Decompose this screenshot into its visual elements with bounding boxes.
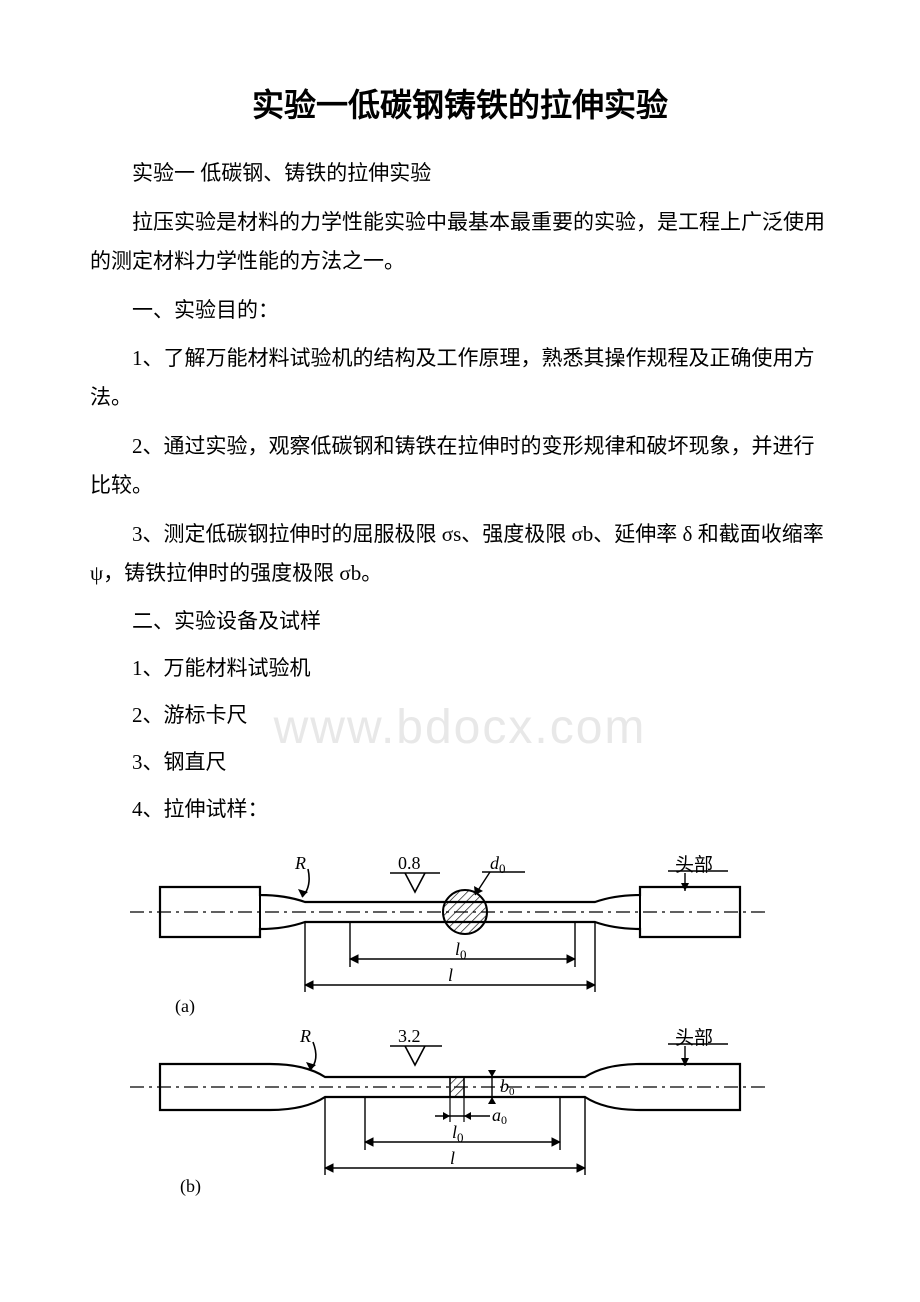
section-1-item-1: 1、了解万能材料试验机的结构及工作原理，熟悉其操作规程及正确使用方法。 [90,339,830,417]
label-l-a: l [448,965,453,985]
section-2-item-1: 1、万能材料试验机 [90,649,830,688]
section-1-item-3: 3、测定低碳钢拉伸时的屈服极限 σs、强度极限 σb、延伸率 δ 和截面收缩率 … [90,515,830,593]
label-surface-a: 0.8 [398,853,421,873]
label-head-a: 头部 [675,854,713,876]
tag-b: (b) [180,1176,201,1197]
label-R-b: R [299,1026,311,1046]
subtitle-line: 实验一 低碳钢、铸铁的拉伸实验 [90,154,830,193]
label-l0-b: l0 [452,1122,464,1145]
label-head-b: 头部 [675,1027,713,1049]
section-2-item-4: 4、拉伸试样： [90,790,830,829]
label-surface-b: 3.2 [398,1026,421,1046]
label-R-a: R [294,853,306,873]
intro-paragraph: 拉压实验是材料的力学性能实验中最基本最重要的实验，是工程上广泛使用的测定材料力学… [90,203,830,281]
tag-a: (a) [175,996,195,1017]
section-1-heading: 一、实验目的： [90,291,830,330]
section-2-item-3: 3、钢直尺 [90,743,830,782]
label-b0: b0 [500,1076,515,1098]
section-1-item-2: 2、通过实验，观察低碳钢和铸铁在拉伸时的变形规律和破坏现象，并进行比较。 [90,427,830,505]
section-2-item-2: 2、游标卡尺 [90,696,830,735]
label-l0-a: l0 [455,939,467,962]
diagram-a: R 0.8 d0 头部 l0 [130,847,770,1022]
label-a0: a0 [492,1105,507,1127]
tensile-specimen-diagram: R 0.8 d0 头部 l0 [130,847,770,1207]
section-2-heading: 二、实验设备及试样 [90,602,830,641]
label-l-b: l [450,1148,455,1168]
document-body: 实验一低碳钢铸铁的拉伸实验 实验一 低碳钢、铸铁的拉伸实验 拉压实验是材料的力学… [90,80,830,1207]
page-title: 实验一低碳钢铸铁的拉伸实验 [90,80,830,126]
diagram-b: R 3.2 b0 a0 头部 [130,1022,770,1207]
